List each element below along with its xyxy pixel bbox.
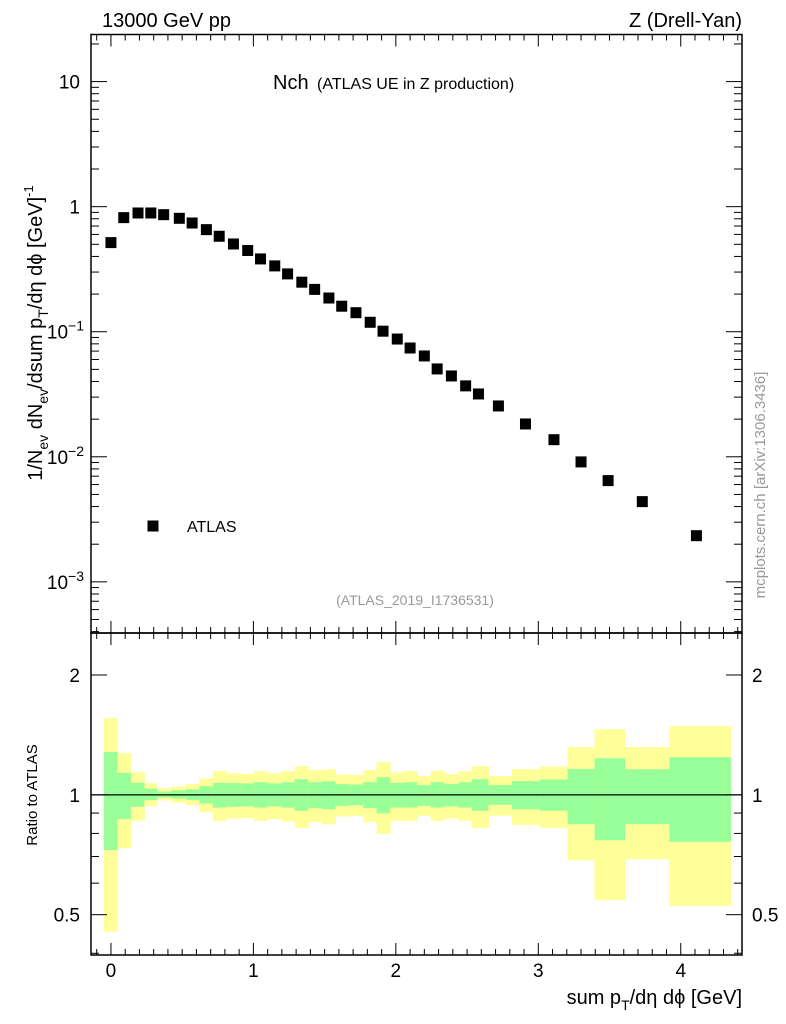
data-point	[391, 333, 403, 345]
data-point	[242, 245, 254, 257]
y-tick-label: 10−2	[47, 443, 84, 469]
ratio-band-stat	[625, 769, 670, 825]
data-point	[296, 276, 308, 288]
data-point	[282, 268, 294, 280]
plot-title: Nch (ATLAS UE in Z production)	[273, 72, 514, 94]
ratio-bands	[103, 718, 732, 932]
data-point	[118, 212, 130, 224]
xlabel-sub: T	[621, 997, 630, 1013]
ratio-y-tick-label-right: 1	[752, 786, 763, 807]
y-tick-label: 10−1	[47, 318, 84, 344]
ratio-band-stat	[417, 785, 432, 806]
ratio-band-stat	[594, 758, 626, 841]
data-point	[492, 400, 504, 412]
data-point	[145, 207, 157, 219]
x-tick-label: 3	[533, 961, 544, 982]
ylabel-sub: ev	[35, 435, 51, 450]
header-right: Z (Drell-Yan)	[629, 10, 742, 32]
data-point	[336, 300, 348, 312]
axis-ticks	[91, 34, 742, 955]
ylabel-sub: T	[35, 309, 51, 318]
x-tick-label: 2	[391, 961, 402, 982]
data-point	[404, 342, 416, 354]
ratio-y-tick-label-right: 0.5	[752, 906, 778, 927]
data-point	[200, 224, 212, 236]
data-point	[636, 496, 648, 508]
main-frame	[90, 33, 743, 634]
x-axis-label: sum pT/dη dϕ [GeV]	[567, 987, 742, 1013]
title-main: Nch	[273, 72, 309, 94]
data-point	[227, 238, 239, 250]
data-point	[431, 363, 443, 375]
data-point	[173, 212, 185, 224]
data-point	[350, 307, 362, 319]
data-point	[132, 207, 144, 219]
data-point	[548, 434, 560, 446]
side-label: mcplots.cern.ch [arXiv:1306.3436]	[752, 372, 769, 599]
x-tick-label: 4	[675, 961, 686, 982]
data-point	[213, 230, 225, 242]
data-point	[575, 456, 587, 468]
x-tick-label: 1	[248, 961, 259, 982]
ratio-y-tick-label-right: 2	[752, 666, 763, 687]
xlabel-part: /dη dϕ [GeV]	[630, 987, 742, 1009]
data-point	[105, 237, 117, 249]
reference-label: (ATLAS_2019_I1736531)	[336, 592, 494, 608]
data-point	[460, 380, 472, 392]
data-points	[105, 207, 702, 542]
data-point	[269, 260, 281, 272]
legend: ATLAS	[147, 519, 237, 536]
ylabel-part: /dη dϕ [GeV]	[25, 197, 47, 309]
header-left: 13000 GeV pp	[102, 10, 231, 32]
data-point	[186, 217, 198, 229]
ratio-y-tick-label-left: 2	[69, 666, 80, 687]
ratio-y-axis-label: Ratio to ATLAS	[24, 744, 41, 845]
ratio-band-stat	[669, 757, 732, 842]
data-point	[255, 253, 267, 265]
ratio-y-tick-label-left: 0.5	[54, 906, 80, 927]
data-point	[519, 418, 531, 430]
y-tick-label: 10	[59, 73, 80, 94]
ratio-band-stat	[567, 768, 596, 825]
data-point	[158, 209, 170, 221]
ylabel-part: dN	[25, 404, 47, 435]
tick-labels: 0 1 2 3 4 10 1 10−1 10−2 10−3 2 2 1 1 0.5 0.5	[47, 73, 779, 982]
data-point	[602, 475, 614, 487]
ratio-band-stat	[117, 772, 132, 820]
data-point	[690, 530, 702, 542]
title-sub: (ATLAS UE in Z production)	[317, 76, 514, 93]
legend-label: ATLAS	[187, 519, 237, 536]
x-tick-label: 0	[106, 961, 117, 982]
ratio-band-stat	[103, 751, 118, 850]
ylabel-sub: ev	[35, 389, 51, 404]
data-point	[323, 292, 335, 304]
data-point	[309, 283, 321, 295]
y-axis-label: 1/Nev dNev/dsum pT/dη dϕ [GeV]-1	[21, 185, 51, 481]
xlabel-part: sum p	[567, 987, 621, 1009]
y-tick-label: 10−3	[47, 568, 84, 594]
data-point	[472, 388, 484, 400]
ratio-frame	[90, 632, 743, 956]
data-point	[377, 325, 389, 337]
data-point	[364, 316, 376, 328]
data-point	[445, 370, 457, 382]
ylabel-part: /dsum p	[25, 318, 47, 389]
ylabel-part: 1/N	[25, 450, 47, 481]
legend-marker-square	[147, 520, 159, 532]
ylabel-sup: -1	[21, 185, 36, 197]
data-point	[418, 350, 430, 362]
ratio-y-tick-label-left: 1	[69, 786, 80, 807]
y-tick-label: 1	[69, 198, 80, 219]
